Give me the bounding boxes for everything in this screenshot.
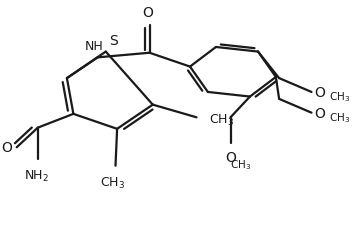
Text: O: O [225, 150, 236, 164]
Text: O: O [1, 141, 12, 155]
Text: NH$_2$: NH$_2$ [24, 168, 49, 183]
Text: NH: NH [85, 40, 104, 52]
Text: CH$_3$: CH$_3$ [329, 90, 351, 104]
Text: O: O [315, 106, 326, 120]
Text: CH$_3$: CH$_3$ [100, 175, 125, 190]
Text: CH$_3$: CH$_3$ [230, 158, 251, 172]
Text: S: S [109, 34, 118, 48]
Text: CH$_3$: CH$_3$ [329, 111, 351, 125]
Text: O: O [315, 85, 326, 100]
Text: O: O [143, 6, 153, 20]
Text: CH$_3$: CH$_3$ [209, 112, 234, 128]
